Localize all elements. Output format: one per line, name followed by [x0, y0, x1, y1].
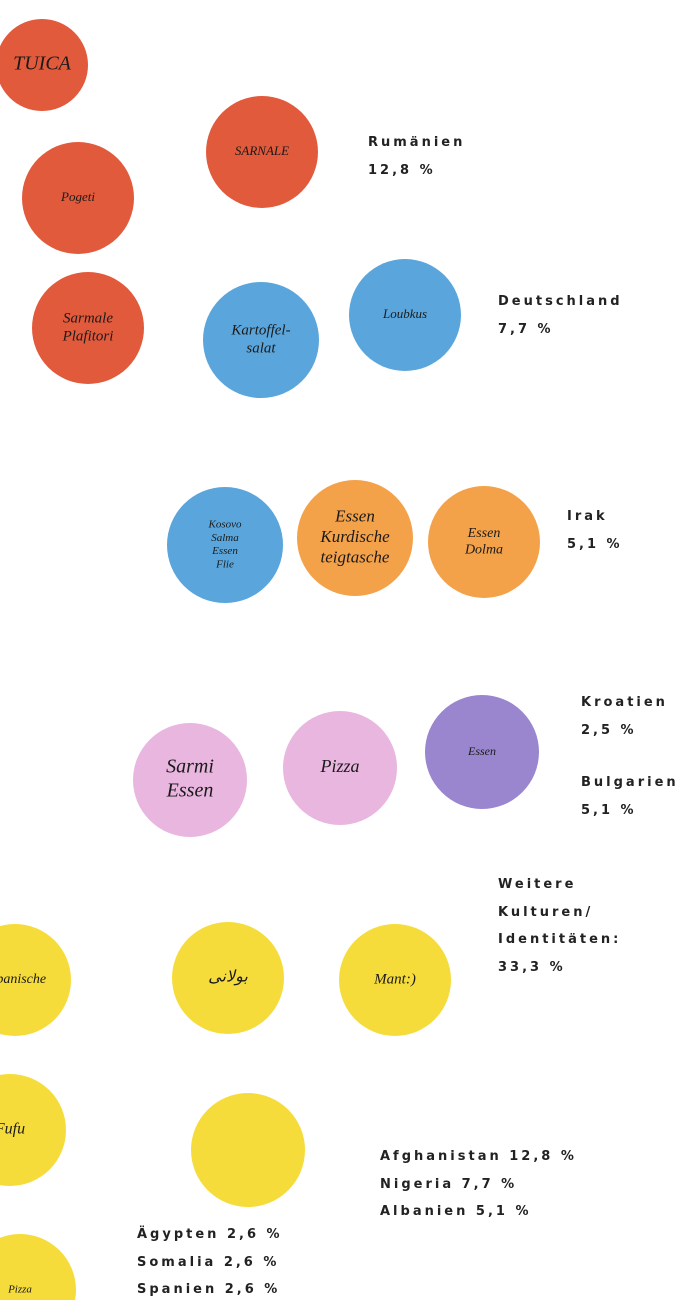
sticker-text: SARNALE: [235, 143, 289, 158]
label-line: Kroatien: [581, 695, 668, 711]
sticker: SARNALE: [206, 96, 318, 208]
sticker: Essen Dolma: [428, 486, 540, 598]
page: TUICA SARNALE Pogeti Sarmale Plafitori Kartof…: [0, 0, 677, 1300]
sticker: Essen: [425, 695, 539, 809]
sticker: Pogeti: [22, 142, 134, 254]
sticker-text: Plafitori: [62, 328, 114, 344]
sticker: Albanische: [0, 924, 71, 1036]
label-line: 12,8 %: [368, 163, 436, 179]
sticker-text: Pizza: [7, 1284, 32, 1296]
label-line: 5,1 %: [581, 803, 637, 819]
label-line: Identitäten:: [498, 932, 621, 948]
sticker-text: بولانى: [208, 969, 248, 986]
sticker-text: Sarmi: [166, 756, 214, 778]
label-line: 33,3 %: [498, 960, 566, 976]
sticker: TUICA: [0, 19, 88, 111]
sticker-text: Albanische: [0, 972, 46, 987]
sticker: Loubkus: [349, 259, 461, 371]
sticker-text: teigtasche: [321, 547, 390, 566]
sticker-text: Essen: [211, 545, 238, 557]
label-line: 2,5 %: [581, 723, 637, 739]
sticker: [191, 1093, 305, 1207]
sticker: Mant:): [339, 924, 451, 1036]
label-line: Kulturen/: [498, 905, 593, 921]
sticker-board: TUICA SARNALE Pogeti Sarmale Plafitori Kartof…: [0, 0, 677, 1300]
sticker-text: Kosovo: [208, 519, 243, 531]
sticker-text: Loubkus: [382, 306, 427, 321]
sticker-text: salat: [246, 340, 276, 356]
label-line: 7,7 %: [498, 322, 554, 338]
label-line: Nigeria 7,7 %: [380, 1177, 517, 1193]
sticker-text: Kartoffel-: [230, 322, 290, 338]
sticker-text: TUICA: [13, 53, 72, 75]
sticker-text: Sarmale: [63, 310, 113, 326]
sticker-text: Essen: [467, 744, 496, 758]
sticker-text: Essen: [334, 507, 375, 526]
label-line: Ägypten 2,6 %: [137, 1227, 283, 1243]
sticker-text: Essen: [166, 780, 214, 802]
sticker-text: Flie: [215, 558, 234, 570]
label-line: Irak: [567, 509, 608, 525]
label-line: Albanien 5,1 %: [380, 1204, 531, 1220]
sticker: Fufu: [0, 1074, 66, 1186]
sticker-text: Pizza: [319, 756, 359, 776]
label-line: Rumänien: [368, 135, 465, 151]
sticker-text: Essen: [467, 526, 501, 541]
sticker-text: Dolma: [464, 543, 503, 558]
sticker-text: Fufu: [0, 1121, 25, 1138]
label-line: Afghanistan 12,8 %: [380, 1149, 577, 1165]
sticker: Kartoffel-salat: [203, 282, 319, 398]
label-line: Weitere: [498, 877, 576, 893]
sticker-text: Kurdische: [319, 527, 390, 546]
label-line: Bulgarien: [581, 775, 677, 791]
sticker: Sarmale Plafitori: [32, 272, 144, 384]
sticker: Pizza: [283, 711, 397, 825]
sticker: Pizza: [0, 1234, 76, 1300]
label-line: Somalia 2,6 %: [137, 1255, 279, 1271]
label-line: Spanien 2,6 %: [137, 1282, 280, 1298]
sticker-text: Salma: [211, 532, 239, 544]
label-line: 5,1 %: [567, 537, 623, 553]
label-line: Deutschland: [498, 294, 623, 310]
sticker-text: Mant:): [373, 971, 416, 987]
sticker-disc: [191, 1093, 305, 1207]
sticker-text: Pogeti: [60, 189, 95, 204]
sticker: بولانى: [172, 922, 284, 1034]
